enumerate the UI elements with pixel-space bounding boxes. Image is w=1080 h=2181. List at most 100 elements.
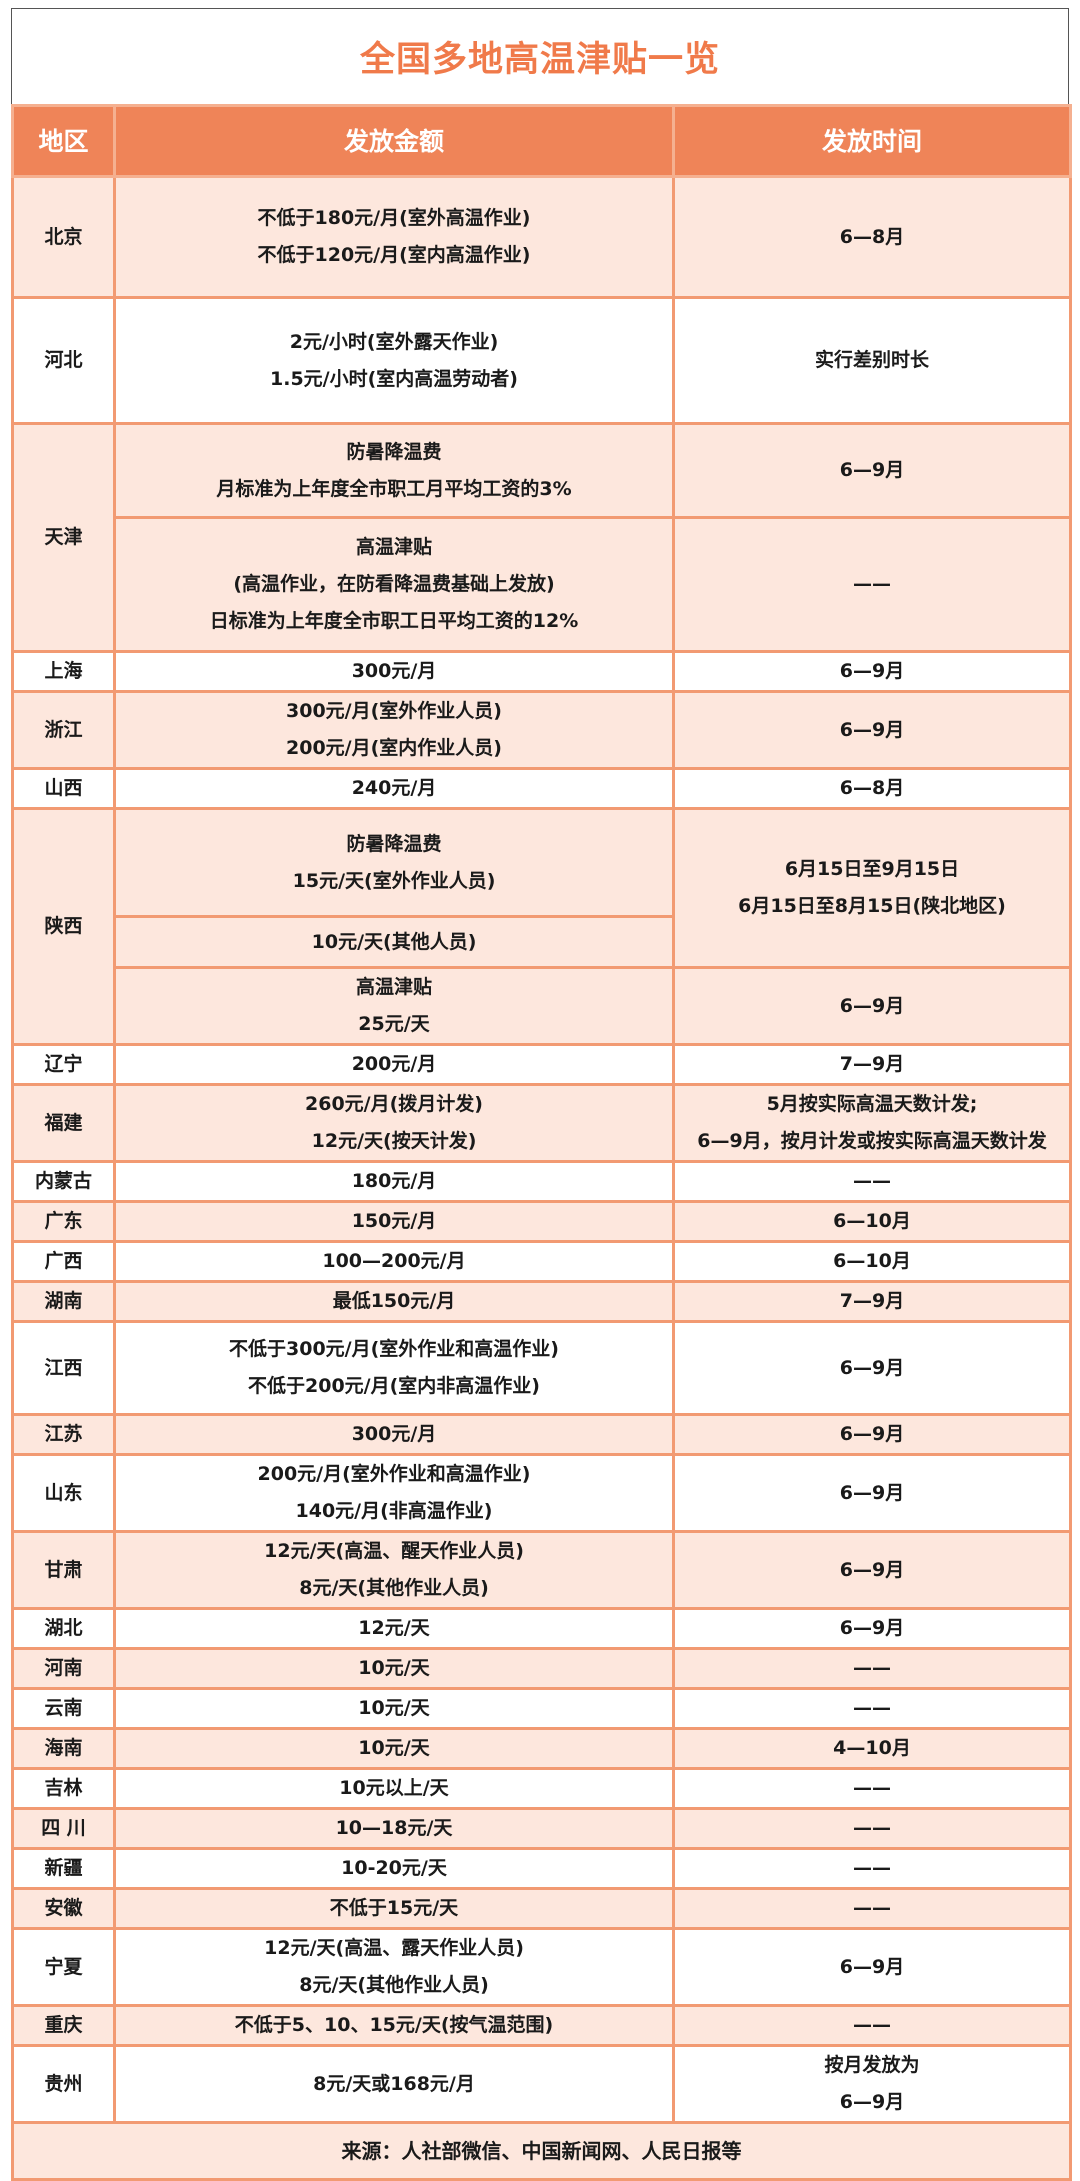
amount-cell-line: 200元/月 [351,1053,437,1075]
amount-cell-line: 300元/月(室外作业人员) [286,700,502,722]
table-row: 宁夏 12元/天(高温、露天作业人员) 8元/天(其他作业人员) 6—9月 [11,1927,1072,2007]
amount-cell-line: 不低于200元/月(室内非高温作业) [248,1375,540,1397]
table-row: 河南 10元/天 —— [11,1647,1072,1690]
amount-cell-line: 8元/天(其他作业人员) [299,1974,489,1996]
table-row: 四 川 10—18元/天 —— [11,1807,1072,1850]
time-cell: 6—10月 [672,1240,1072,1283]
time-cell-line: 6—9月 [839,660,905,682]
amount-cell-line: (高温作业，在防看降温费基础上发放) [233,573,555,595]
time-cell: —— [672,1647,1072,1690]
amount-cell-line: 150元/月 [351,1210,437,1232]
amount-cell-line: 15元/天(室外作业人员) [292,869,496,892]
time-cell: 6—9月 [672,1530,1072,1610]
amount-cell-line: 10-20元/天 [341,1857,447,1879]
amount-cell-line: 2元/小时(室外露天作业) [289,330,499,353]
table-row: 高温津贴 25元/天 6—9月 [13,966,1072,1046]
amount-cell-line: 10元/天(其他人员) [311,930,477,953]
time-cell: 6—9月 [672,650,1072,693]
table-row: 新疆 10-20元/天 —— [11,1847,1072,1890]
table-row: 辽宁 200元/月 7—9月 [11,1043,1072,1086]
amount-cell: 防暑降温费 月标准为上年度全市职工月平均工资的3% [113,422,675,519]
amount-cell: 300元/月 [113,650,675,693]
time-cell-line: —— [853,1817,891,1839]
amount-cell: 10元/天(其他人员) [113,915,675,969]
amount-cell-line: 1.5元/小时(室内高温劳动者) [270,367,518,390]
time-cell-line: 6—10月 [833,1210,911,1232]
table-row: 重庆 不低于5、10、15元/天(按气温范围) —— [11,2004,1072,2047]
table-row: 上海 300元/月 6—9月 [11,650,1072,693]
region-cell: 海南 [11,1727,116,1770]
time-cell-line: —— [853,573,891,595]
amount-cell-line: 140元/月(非高温作业) [295,1500,493,1522]
amount-cell-line: 10元/天 [358,1657,430,1679]
region-cell: 河南 [11,1647,116,1690]
region-cell: 北京 [11,175,116,299]
time-cell: 6—9月 [672,690,1072,770]
table-row: 安徽 不低于15元/天 —— [11,1887,1072,1930]
table-row: 云南 10元/天 —— [11,1687,1072,1730]
region-cell: 甘肃 [11,1530,116,1610]
amount-cell: 8元/天或168元/月 [113,2044,675,2124]
region-cell: 内蒙古 [11,1160,116,1203]
amount-cell: 防暑降温费 15元/天(室外作业人员) [113,807,675,918]
amount-cell-line: 12元/天(高温、露天作业人员) [264,1937,524,1959]
amount-cell-line: 高温津贴 [355,976,432,998]
amount-cell-line: 200元/月(室外作业和高温作业) [257,1463,531,1485]
table-row: 浙江 300元/月(室外作业人员) 200元/月(室内作业人员) 6—9月 [11,690,1072,770]
amount-cell: 150元/月 [113,1200,675,1243]
amount-cell-line: 月标准为上年度全市职工月平均工资的3% [216,477,572,500]
amount-cell-line: 12元/天 [358,1617,430,1639]
time-cell: 5月按实际高温天数计发; 6—9月，按月计发或按实际高温天数计发 [672,1083,1072,1163]
time-cell: —— [672,1887,1072,1930]
amount-cell-line: 不低于5、10、15元/天(按气温范围) [234,2014,554,2036]
time-cell-line: 按月发放为 [824,2054,920,2076]
region-cell: 河北 [11,296,116,425]
time-cell: 6—9月 [672,1927,1072,2007]
time-cell-line: —— [853,2014,891,2036]
time-cell-line: —— [853,1657,891,1679]
region-cell: 重庆 [11,2004,116,2047]
table-row: 湖南 最低150元/月 7—9月 [11,1280,1072,1323]
amount-cell: 200元/月 [113,1043,675,1086]
time-cell: 6—8月 [672,175,1072,299]
amount-cell-line: 高温津贴 [355,536,432,558]
amount-cell: 2元/小时(室外露天作业) 1.5元/小时(室内高温劳动者) [113,296,675,425]
time-cell: 6—9月 [672,966,1072,1046]
time-cell-line: —— [853,1857,891,1879]
time-cell: —— [672,1687,1072,1730]
time-cell-line: 6—8月 [839,777,905,799]
time-cell: 按月发放为 6—9月 [672,2044,1072,2124]
table-row: 福建 260元/月(拨月计发) 12元/天(按天计发) 5月按实际高温天数计发; 6—9… [11,1083,1072,1163]
table-row: 高温津贴 (高温作业，在防看降温费基础上发放) 日标准为上年度全市职工日平均工资的1… [13,516,1072,653]
time-cell: 6—9月 [672,1320,1072,1416]
time-cell: 7—9月 [672,1280,1072,1323]
allowance-table: 地区 发放金额 发放时间 北京 不低于180元/月(室外高温作业) 不低于120元/… [11,104,1072,2181]
time-cell-line: 6—9月，按月计发或按实际高温天数计发 [697,1130,1047,1152]
region-cell: 吉林 [11,1767,116,1810]
time-cell-line: 6—9月 [839,2091,905,2113]
time-cell-line: 6—9月 [839,1481,905,1504]
amount-cell: 10元/天 [113,1727,675,1770]
table-row: 海南 10元/天 4—10月 [11,1727,1072,1770]
amount-cell-line: 10—18元/天 [335,1817,453,1839]
time-cell-line: 6—9月 [839,459,905,481]
region-cell: 广东 [11,1200,116,1243]
region-cell: 四 川 [11,1807,116,1850]
time-cell: —— [672,1807,1072,1850]
table-row: 甘肃 12元/天(高温、醒天作业人员) 8元/天(其他作业人员) 6—9月 [11,1530,1072,1610]
time-cell: 4—10月 [672,1727,1072,1770]
header-time: 发放时间 [672,104,1072,178]
header-region: 地区 [11,104,116,178]
amount-cell-line: 300元/月 [351,660,437,682]
time-cell: 6—9月 [672,1413,1072,1456]
region-cell: 天津 [11,422,116,653]
amount-cell-line: 不低于180元/月(室外高温作业) [257,207,531,229]
amount-cell: 不低于180元/月(室外高温作业) 不低于120元/月(室内高温作业) [113,175,675,299]
time-cell-line: 4—10月 [833,1737,911,1759]
amount-cell: 不低于300元/月(室外作业和高温作业) 不低于200元/月(室内非高温作业) [113,1320,675,1416]
table-row: 山东 200元/月(室外作业和高温作业) 140元/月(非高温作业) 6—9月 [11,1453,1072,1533]
amount-cell: 300元/月(室外作业人员) 200元/月(室内作业人员) [113,690,675,770]
amount-cell-line: 300元/月 [351,1423,437,1445]
time-cell-line: 6—9月 [839,718,905,741]
page-title: 全国多地高温津贴一览 [11,8,1069,104]
